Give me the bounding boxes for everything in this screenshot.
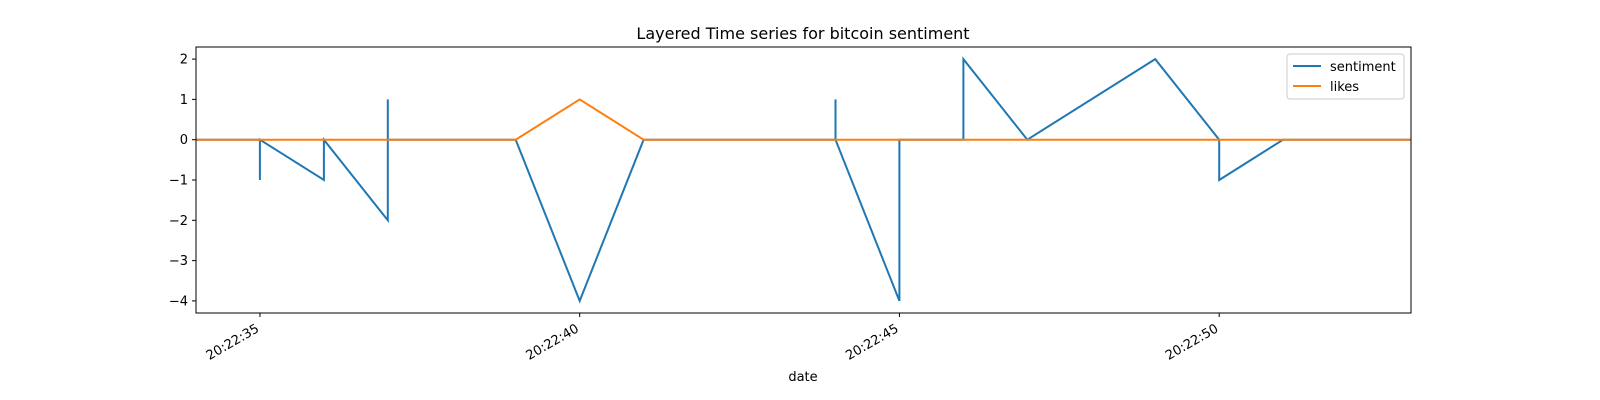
y-tick-label: −1 — [169, 174, 188, 189]
chart-title: Layered Time series for bitcoin sentimen… — [636, 24, 969, 43]
y-tick-label: 2 — [180, 53, 188, 68]
y-tick-label: −2 — [169, 214, 188, 229]
y-tick-label: 1 — [180, 93, 188, 108]
series-line-likes — [196, 98, 1411, 141]
x-axis: 20:22:35 20:22:40 20:22:45 20:22:50 — [204, 313, 1221, 364]
x-tick-label: 20:22:50 — [1163, 321, 1221, 363]
series-line-sentiment — [196, 56, 1411, 304]
legend-label-likes: likes — [1330, 80, 1359, 95]
legend: sentiment likes — [1286, 53, 1405, 100]
plot-frame — [195, 46, 1412, 314]
x-tick-label: 20:22:40 — [524, 321, 582, 363]
x-axis-label: date — [788, 370, 817, 385]
x-tick-label: 20:22:35 — [204, 321, 262, 363]
y-tick-label: 0 — [180, 133, 188, 148]
y-axis: 2 1 0 −1 −2 −3 −4 — [169, 53, 196, 309]
y-tick-label: −4 — [169, 294, 188, 309]
plot-lines — [196, 56, 1411, 304]
y-tick-label: −3 — [169, 254, 188, 269]
legend-label-sentiment: sentiment — [1330, 60, 1396, 75]
x-tick-label: 20:22:45 — [843, 321, 901, 363]
